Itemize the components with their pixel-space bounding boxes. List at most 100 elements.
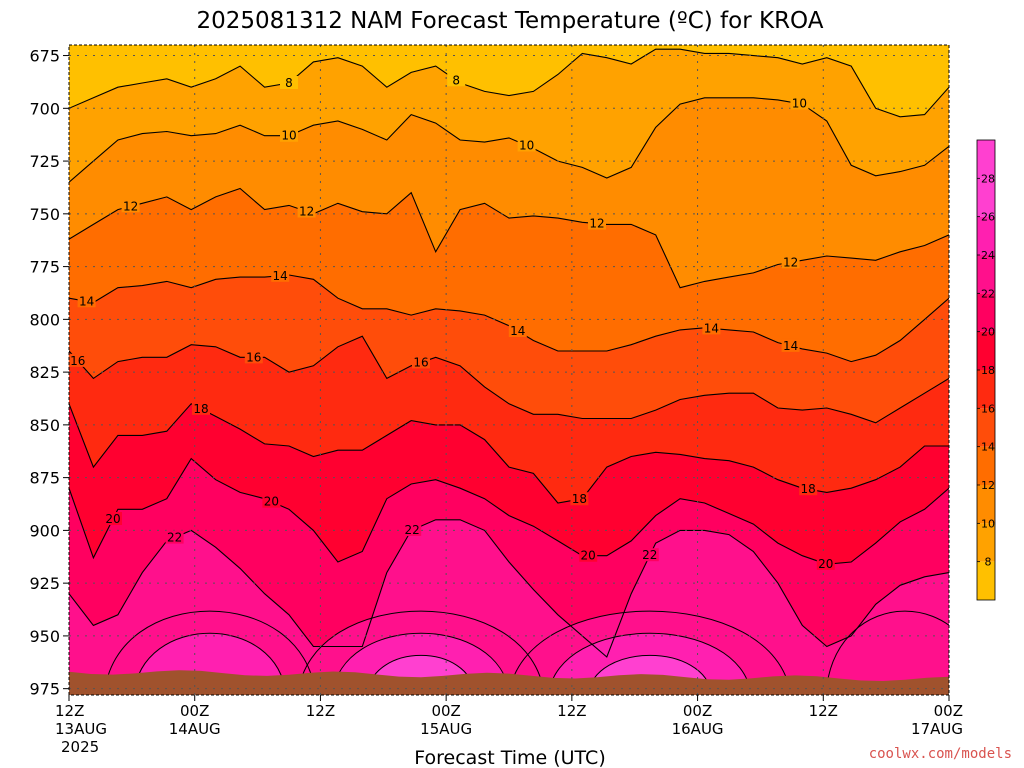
x-tick-label: 00Z — [683, 702, 712, 720]
y-tick-label: 775 — [29, 258, 60, 277]
contour-label: 10 — [281, 129, 296, 143]
x-tick-year: 2025 — [61, 738, 99, 756]
core-contour-3-24 — [825, 610, 949, 695]
contour-label: 14 — [273, 269, 288, 283]
y-tick-label: 700 — [29, 99, 60, 118]
contour-label: 14 — [79, 294, 94, 308]
contour-label: 20 — [818, 557, 833, 571]
colorbar-tick-label: 18 — [981, 364, 995, 377]
contour-label-bg — [790, 96, 809, 110]
contour-label-bg — [447, 73, 466, 87]
contour-12 — [69, 187, 949, 289]
x-tick-date: 13AUG — [55, 720, 107, 738]
contour-label-bg — [68, 353, 87, 367]
ground-terrain — [69, 670, 949, 695]
contour-20 — [69, 457, 949, 565]
y-tick-label: 800 — [29, 310, 60, 329]
x-tick-label: 12Z — [809, 702, 838, 720]
colorbar-segment — [977, 561, 995, 600]
core-3-24 — [825, 611, 949, 695]
contour-label: 18 — [801, 482, 816, 496]
contour-label: 16 — [413, 355, 428, 369]
credit-text: coolwx.com/models — [869, 746, 1012, 762]
contour-label: 8 — [452, 73, 460, 87]
contour-label-bg — [121, 199, 140, 213]
contour-label-bg — [588, 216, 606, 230]
colorbar-tick-label: 14 — [981, 441, 995, 454]
colorbar-segment — [977, 485, 995, 524]
contour-labels: 8 8 10 10 10 12 12 12 12 14 14 14 14 14 16 16 16 18 18 18 20… — [68, 73, 835, 571]
x-tick-label: 12Z — [306, 702, 335, 720]
contour-label: 12 — [123, 199, 138, 213]
contour-label-bg — [192, 401, 210, 415]
contour-label-bg — [781, 338, 800, 352]
contour-label-bg — [104, 511, 122, 525]
colorbar-tick-label: 22 — [981, 287, 995, 300]
colorbar-segment — [977, 140, 995, 179]
y-tick-label: 725 — [29, 152, 60, 171]
y-tick-label: 850 — [29, 416, 60, 435]
contour-label-bg — [297, 204, 316, 218]
contour-label: 12 — [589, 217, 604, 231]
plot-frame — [68, 44, 950, 696]
x-tick-label: 12Z — [557, 702, 586, 720]
contour-label: 20 — [581, 549, 596, 563]
core-contour-0-24 — [103, 610, 316, 695]
contour-label: 22 — [405, 523, 420, 537]
y-tick-label: 975 — [29, 680, 60, 699]
contour-label-bg — [799, 482, 818, 496]
contour-label: 14 — [510, 324, 525, 338]
contour-label: 18 — [193, 402, 208, 416]
y-tick-label: 750 — [29, 205, 60, 224]
contour-label: 22 — [642, 548, 657, 562]
contour-label-bg — [579, 548, 598, 562]
contour-label-bg — [244, 350, 263, 364]
colorbar-tick-label: 10 — [981, 517, 995, 530]
y-axis: 675 700 725 750 775 800 825 850 875 900 925 950 975 — [29, 47, 69, 699]
y-tick-label: 925 — [29, 574, 60, 593]
contour-8 — [69, 48, 949, 118]
colorbar-segment — [977, 446, 995, 485]
contour-label: 18 — [572, 492, 587, 506]
contour-label: 16 — [70, 354, 85, 368]
contour-label-bg — [570, 492, 589, 506]
contour-label-bg — [77, 294, 96, 308]
y-tick-label: 900 — [29, 521, 60, 540]
colorbar-tick-label: 8 — [985, 556, 992, 569]
colorbar-tick-label: 28 — [981, 172, 995, 185]
x-tick-label: 00Z — [180, 702, 209, 720]
contour-label: 14 — [704, 321, 719, 335]
x-tick-date: 15AUG — [420, 720, 472, 738]
colorbar-segment — [977, 178, 995, 217]
contour-label: 20 — [105, 512, 120, 526]
contour-label: 14 — [783, 339, 798, 353]
contour-label: 8 — [285, 76, 293, 90]
contour-label: 12 — [299, 204, 314, 218]
grid-lines — [69, 45, 949, 695]
contour-label-bg — [271, 268, 290, 282]
core-contour-1-24 — [297, 610, 545, 695]
contour-label-bg — [280, 128, 298, 142]
colorbar-segment — [977, 216, 995, 255]
temperature-bands — [69, 45, 949, 695]
colorbar-tick-label: 24 — [981, 249, 995, 262]
y-tick-label: 875 — [29, 469, 60, 488]
contour-label: 12 — [783, 255, 798, 269]
contour-label: 10 — [792, 97, 807, 111]
contour-label: 22 — [167, 531, 182, 545]
x-tick-label: 12Z — [55, 702, 84, 720]
colorbar-segment — [977, 523, 995, 562]
colorbar: 8 10 12 14 16 18 20 22 24 26 28 — [976, 139, 996, 601]
x-tick-label: 00Z — [431, 702, 460, 720]
chart-title: 2025081312 NAM Forecast Temperature (ºC)… — [197, 8, 824, 34]
contour-label-bg — [403, 522, 422, 536]
x-tick-date: 14AUG — [169, 720, 221, 738]
contour-label-bg — [781, 255, 800, 269]
ground-fill — [69, 670, 949, 695]
y-tick-label: 675 — [29, 47, 60, 66]
core-contour-2-24 — [508, 610, 792, 695]
contour-label: 10 — [519, 138, 534, 152]
contour-label: 16 — [246, 350, 261, 364]
colorbar-segment — [977, 331, 995, 370]
